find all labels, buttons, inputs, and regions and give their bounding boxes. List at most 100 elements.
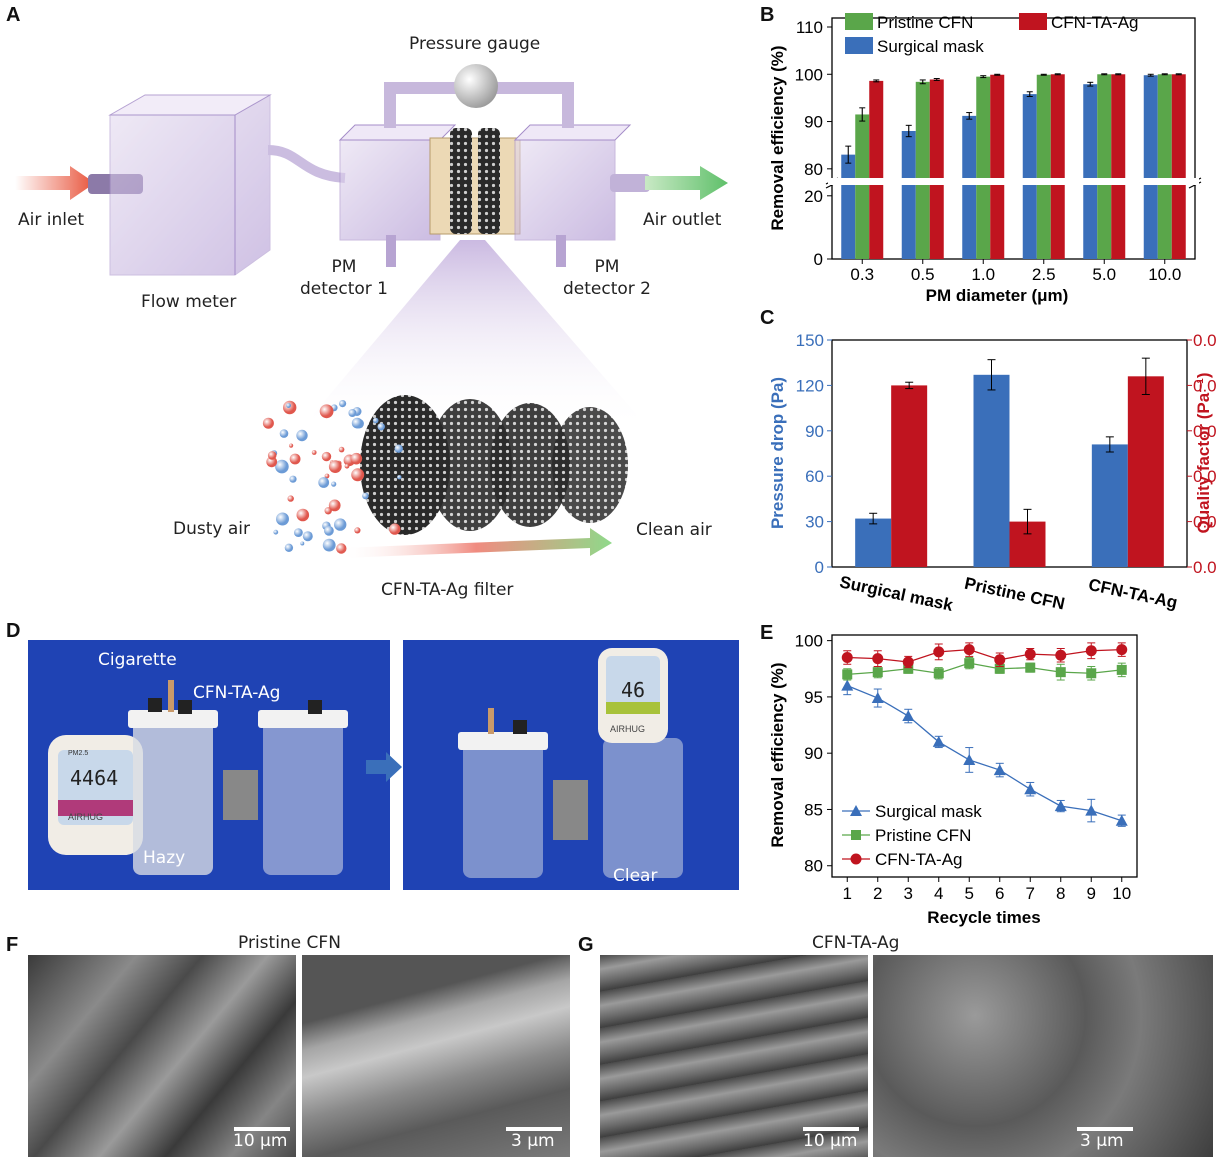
panel-letter-c: C [760, 307, 775, 329]
filter-label: CFN-TA-Ag filter [381, 580, 514, 600]
particle [289, 443, 294, 448]
particle [296, 429, 308, 442]
data-point [933, 668, 944, 679]
particle [296, 508, 310, 522]
chart-b-removal-efficiency: 0 20 80 90 100 110 0.3 0.5 1.0 2.5 5.0 10.0 Pristine… [768, 13, 1202, 305]
y2-tick-label: 0.06 [1193, 331, 1217, 350]
series-line [847, 662, 1122, 676]
photo-after-filtration: 46 AIRHUG [403, 640, 739, 890]
x-tick-label: 0.5 [911, 265, 935, 284]
particle [319, 404, 334, 419]
particle [354, 527, 361, 534]
bar [1111, 74, 1126, 259]
particle [275, 459, 289, 474]
plot-frame [831, 634, 1138, 878]
particle [311, 450, 317, 455]
panel-letter-b: B [760, 4, 775, 26]
scale-bar [506, 1127, 562, 1131]
bar [891, 385, 928, 567]
x-tick-label: 8 [1056, 884, 1065, 903]
legend-swatch [1019, 13, 1047, 30]
sem-title-cfn-ta-ag: CFN-TA-Ag [812, 933, 900, 953]
data-point [1055, 667, 1066, 678]
data-point [1055, 649, 1067, 661]
x-tick-label: 10 [1112, 884, 1131, 903]
cfn-ta-ag-photo-label: CFN-TA-Ag [193, 683, 281, 703]
data-point [993, 764, 1006, 776]
particle [389, 523, 401, 535]
x-tick-label: 0.3 [850, 265, 874, 284]
scale-bar [234, 1127, 290, 1131]
x-tick-label: 7 [1026, 884, 1035, 903]
before-scene-drawing [48, 680, 348, 875]
flow-meter-label: Flow meter [141, 292, 237, 312]
clear-label: Clear [613, 866, 658, 886]
bar [1157, 74, 1172, 259]
data-point [1085, 804, 1098, 816]
particle [334, 518, 347, 531]
particle [372, 417, 379, 424]
legend-label: Pristine CFN [875, 826, 971, 845]
y-tick-label: 0 [815, 558, 824, 577]
panel-letter-e: E [760, 622, 774, 644]
particle [377, 423, 385, 431]
scale-label: 10 μm [233, 1131, 288, 1151]
y-tick-label: 90 [804, 744, 823, 763]
y-tick-label: 0 [814, 250, 823, 269]
data-point [851, 830, 861, 840]
photo-before-filtration: 4464 PM2.5 AIRHUG [28, 640, 390, 890]
data-point [1086, 668, 1097, 679]
particle [344, 463, 350, 469]
y-tick-label: 80 [804, 857, 823, 876]
x-tick-label: 2 [873, 884, 882, 903]
panel-letter-d: D [6, 620, 21, 642]
y-tick-label: 95 [804, 688, 823, 707]
data-point [1115, 814, 1128, 826]
particle [276, 512, 289, 526]
x-tick-label: 2.5 [1032, 265, 1056, 284]
data-point [850, 853, 862, 865]
arrow-right-icon [366, 752, 402, 782]
particle [273, 529, 279, 535]
panel-letter-g: G [578, 934, 594, 956]
particle [324, 473, 330, 479]
data-point [1116, 664, 1127, 675]
x-axis-label: Recycle times [927, 908, 1040, 927]
bar [1171, 74, 1186, 259]
x-tick-label: 5.0 [1092, 265, 1116, 284]
bar [1083, 84, 1098, 259]
x-tick-label: 1 [843, 884, 852, 903]
y-tick-label: 90 [804, 113, 823, 132]
data-point [1025, 662, 1036, 673]
cigarette-label: Cigarette [98, 650, 177, 670]
particle [324, 525, 334, 536]
y2-tick-label: 0.04 [1193, 422, 1217, 441]
y-tick-label: 20 [804, 187, 823, 206]
particle [322, 538, 336, 552]
x-axis-label: PM diameter (μm) [926, 286, 1069, 305]
particle [294, 528, 303, 537]
air-inlet-label: Air inlet [18, 210, 85, 230]
x-tick-label: 10.0 [1148, 265, 1181, 284]
bar [1050, 74, 1065, 259]
x-tick-label: Pristine CFN [963, 574, 1067, 614]
particle [287, 495, 294, 502]
particle [300, 541, 305, 546]
pressure-gauge-label: Pressure gauge [409, 34, 541, 54]
air-outlet-label: Air outlet [643, 210, 722, 230]
y-tick-label: 30 [805, 513, 824, 532]
y-axis-label: Pressure drop (Pa) [768, 377, 787, 529]
y2-tick-label: 0.05 [1193, 376, 1217, 395]
y-tick-label: 60 [805, 467, 824, 486]
data-point [1054, 800, 1067, 812]
bar [1022, 94, 1037, 259]
bar [962, 115, 977, 259]
meter-brand-after: AIRHUG [610, 724, 646, 734]
panel-letter-a: A [6, 4, 21, 26]
sem-image-pristine-high [302, 955, 570, 1157]
scale-label: 3 μm [511, 1131, 555, 1151]
particle [289, 453, 301, 465]
y-tick-label: 120 [796, 376, 824, 395]
y-axis-label: Removal efficiency (%) [768, 45, 787, 230]
particle [348, 409, 357, 417]
